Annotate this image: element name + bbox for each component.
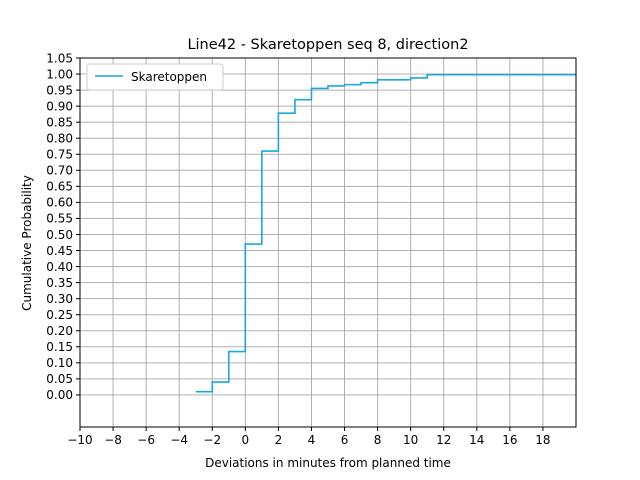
y-tick-label: 0.65 <box>46 180 73 194</box>
y-tick-label: 0.30 <box>46 292 73 306</box>
y-tick-label: 0.45 <box>46 244 73 258</box>
x-tick-label: 4 <box>308 433 316 447</box>
x-axis-title: Deviations in minutes from planned time <box>205 456 451 470</box>
y-tick-label: 0.70 <box>46 164 73 178</box>
y-tick-label: 0.80 <box>46 132 73 146</box>
y-axis-title: Cumulative Probability <box>20 175 34 311</box>
x-tick-label: 2 <box>275 433 283 447</box>
legend: Skaretoppen <box>86 63 224 91</box>
series-layer <box>195 73 576 393</box>
x-tick-label: 8 <box>374 433 382 447</box>
y-tick-label: 0.40 <box>46 260 73 274</box>
x-tick-label: −8 <box>104 433 122 447</box>
x-axis: −10 −8 −6 −4 −2 0 2 4 6 8 10 12 14 16 18 <box>67 427 551 447</box>
y-tick-label: 0.25 <box>46 308 73 322</box>
y-tick-label: 0.75 <box>46 148 73 162</box>
y-tick-label: 0.05 <box>46 372 73 386</box>
legend-label: Skaretoppen <box>131 70 207 84</box>
y-tick-label: 0.15 <box>46 340 73 354</box>
x-tick-label: 0 <box>242 433 250 447</box>
x-tick-label: 14 <box>469 433 484 447</box>
y-tick-label: 0.60 <box>46 196 73 210</box>
chart-title: Line42 - Skaretoppen seq 8, direction2 <box>187 37 468 53</box>
y-tick-label: 0.50 <box>46 228 73 242</box>
y-tick-label: 1.05 <box>46 51 73 65</box>
series-line <box>195 73 576 393</box>
x-tick-label: 6 <box>341 433 349 447</box>
x-tick-label: 12 <box>436 433 451 447</box>
x-tick-label: −2 <box>203 433 221 447</box>
y-tick-label: 0.95 <box>46 83 73 97</box>
y-tick-label: 0.85 <box>46 115 73 129</box>
y-tick-label: 1.00 <box>46 67 73 81</box>
y-tick-label: 0.55 <box>46 212 73 226</box>
x-tick-label: 10 <box>403 433 418 447</box>
x-tick-label: −4 <box>170 433 188 447</box>
y-axis: 0.00 0.05 0.10 0.15 0.20 0.25 0.30 0.35 0.40 0.45… <box>46 51 80 402</box>
y-tick-label: 0.20 <box>46 324 73 338</box>
y-tick-label: 0.90 <box>46 99 73 113</box>
y-tick-label: 0.00 <box>46 388 73 402</box>
x-tick-label: −6 <box>137 433 155 447</box>
x-tick-label: −10 <box>67 433 92 447</box>
y-tick-label: 0.35 <box>46 276 73 290</box>
plot-frame <box>79 57 577 428</box>
x-tick-label: 16 <box>502 433 517 447</box>
y-tick-label: 0.10 <box>46 356 73 370</box>
x-tick-label: 18 <box>535 433 550 447</box>
legend-box <box>86 63 224 91</box>
